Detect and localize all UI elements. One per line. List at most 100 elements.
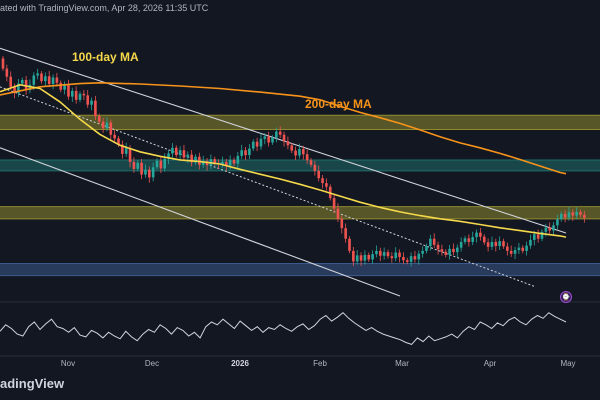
candle-body — [498, 241, 501, 247]
candle-body — [101, 121, 105, 129]
candle-body — [290, 145, 294, 151]
candle-body — [321, 178, 324, 184]
candle-body — [375, 250, 378, 255]
candle-body — [148, 169, 151, 178]
candle-body — [24, 79, 28, 91]
candle-body — [97, 116, 101, 122]
candle-body — [213, 159, 217, 164]
candle-body — [194, 156, 197, 163]
candle-body — [517, 247, 521, 251]
candle-body — [394, 252, 397, 259]
candle-body — [82, 93, 86, 96]
candle-body — [298, 148, 301, 156]
candle-body — [117, 138, 120, 145]
candle-body — [533, 234, 536, 240]
candle-body — [479, 232, 482, 237]
candle-body — [309, 160, 313, 165]
candle-body — [509, 250, 513, 254]
candle-body — [240, 150, 243, 156]
candle-body — [444, 251, 448, 255]
candle-body — [232, 159, 236, 164]
candle-body — [136, 162, 140, 169]
candle-body — [140, 162, 143, 175]
zones-layer — [0, 114, 600, 277]
candle-body — [525, 245, 528, 251]
candle-body — [167, 153, 170, 159]
candle-body — [436, 244, 440, 250]
candle-body — [332, 198, 336, 209]
candle-body — [286, 141, 290, 146]
ma100-label: 100-day MA — [72, 50, 139, 64]
candle-body — [228, 159, 232, 166]
candle-body — [302, 148, 305, 155]
candle-body — [575, 211, 578, 216]
candle-body — [440, 249, 444, 252]
candle-body — [105, 122, 109, 129]
candle-body — [5, 68, 9, 77]
candle-body — [521, 247, 525, 251]
clock-icon[interactable]: ⌚ — [560, 291, 572, 303]
candle-body — [244, 150, 247, 156]
candle-body — [121, 144, 124, 154]
candle-body — [20, 79, 24, 84]
candle-body — [325, 183, 328, 187]
candle-body — [155, 160, 159, 168]
candle-body — [459, 241, 463, 248]
candle-body — [51, 77, 55, 85]
candle-body — [340, 218, 344, 229]
candle-body — [494, 241, 498, 247]
candle-body — [28, 84, 32, 91]
moving-averages-layer — [0, 81, 567, 238]
candle-body — [579, 211, 582, 215]
candle-body — [567, 212, 571, 218]
x-tick-mar: Mar — [395, 359, 409, 368]
candle-body — [486, 242, 490, 247]
candle-body — [67, 85, 70, 97]
candle-body — [275, 131, 278, 138]
x-tick-2026: 2026 — [231, 359, 249, 368]
ma100-line — [0, 83, 567, 238]
candle-body — [236, 155, 240, 164]
channel-lower-line — [0, 147, 401, 297]
candle-body — [78, 93, 82, 100]
candle-body — [429, 238, 432, 247]
candle-body — [248, 148, 251, 156]
candle-body — [186, 154, 190, 158]
candle-body — [40, 73, 43, 82]
candle-body — [463, 238, 467, 242]
candle-body — [171, 147, 174, 154]
candle-body — [225, 161, 228, 166]
candle-body — [109, 122, 113, 135]
candle-body — [398, 252, 401, 257]
supply-zone — [0, 159, 600, 171]
candle-body — [421, 250, 424, 254]
candle-body — [390, 256, 394, 259]
candle-body — [409, 256, 413, 262]
candle-body — [382, 252, 386, 256]
candle-body — [44, 76, 47, 82]
candle-body — [559, 213, 563, 220]
publish-info: ated with TradingView.com, Apr 28, 2026 … — [0, 3, 209, 13]
candle-body — [417, 253, 421, 260]
candle-body — [563, 213, 567, 218]
candle-body — [151, 167, 155, 178]
candle-body — [506, 246, 509, 251]
candle-body — [336, 208, 340, 219]
candle-body — [355, 255, 359, 262]
candle-body — [190, 154, 193, 163]
x-tick-apr: Apr — [483, 359, 497, 368]
candle-body — [552, 225, 555, 231]
candle-body — [59, 82, 63, 90]
tradingview-logo[interactable]: adingView — [0, 376, 65, 391]
candle-body — [13, 86, 16, 93]
candle-body — [1, 58, 5, 69]
candle-body — [405, 260, 409, 262]
candle-body — [540, 231, 544, 239]
mid-resistance-zone — [0, 206, 600, 219]
candle-body — [548, 227, 551, 231]
x-tick-feb: Feb — [313, 359, 327, 368]
channel-mid-dotted-line — [0, 86, 536, 288]
candle-body — [367, 254, 371, 260]
